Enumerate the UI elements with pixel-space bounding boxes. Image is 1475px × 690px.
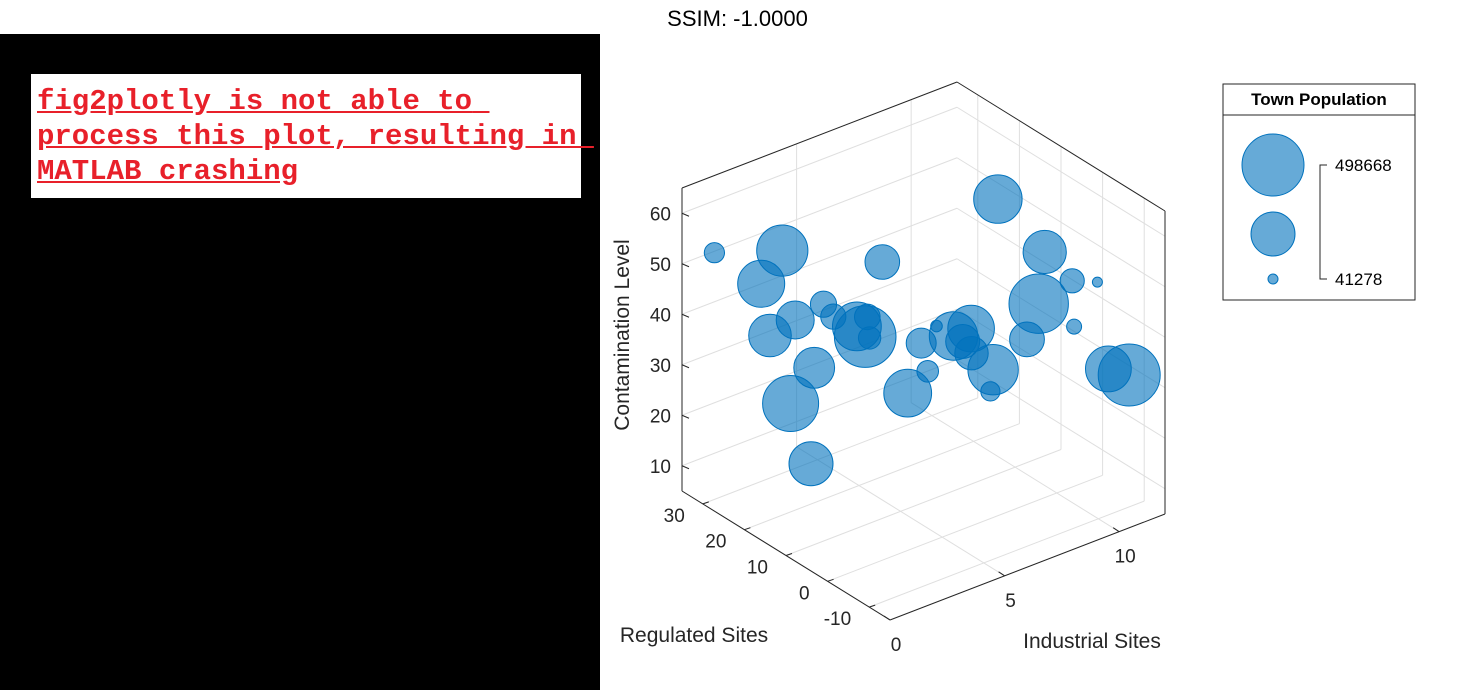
- z-tick-label: 50: [650, 255, 671, 276]
- bubble-point: [1091, 276, 1103, 288]
- grid-line-y: [744, 423, 1020, 531]
- z-tick-mark: [681, 212, 690, 217]
- bubble-point: [864, 244, 901, 280]
- bubble-point: [1022, 229, 1067, 275]
- bubble-point: [905, 327, 937, 359]
- z-axis-label: Contamination Level: [611, 239, 634, 430]
- x-tick-label: 10: [1115, 547, 1136, 568]
- bubble-point: [748, 313, 792, 358]
- x-tick-label: 0: [891, 635, 902, 656]
- y-tick-label: -10: [824, 609, 851, 630]
- y-axis-label: Regulated Sites: [620, 624, 768, 647]
- bubble-point: [703, 242, 726, 264]
- legend-bracket: [1319, 164, 1327, 280]
- y-tick-label: 20: [705, 532, 726, 553]
- bubble-point: [928, 311, 979, 361]
- ssim-title: SSIM: -1.0000: [667, 6, 808, 31]
- bubbles: [703, 174, 1161, 487]
- legend-min-label: 41278: [1335, 270, 1382, 289]
- z-tick-label: 40: [650, 305, 671, 326]
- z-tick-mark: [681, 313, 690, 318]
- bubble-point: [809, 290, 838, 318]
- z-tick-label: 60: [650, 204, 671, 225]
- grid-line-y: [827, 474, 1103, 582]
- bubble-point: [1009, 321, 1045, 358]
- box-edge: [956, 81, 1166, 212]
- legend-max-label: 498668: [1335, 156, 1392, 175]
- legend-bubble-medium: [1250, 211, 1296, 257]
- tick-labels: 0 5 10 -10 0 10 20 30 10 20 30 40 50 60: [650, 204, 1136, 656]
- y-tick-mark: [827, 578, 834, 582]
- y-tick-label: 30: [664, 506, 685, 527]
- z-tick-mark: [681, 263, 690, 268]
- grid-line-y: [785, 449, 1062, 556]
- legend-frame: [1222, 83, 1416, 301]
- box-edge: [681, 81, 958, 189]
- z-tick-mark: [681, 364, 690, 369]
- grid-line-z: [956, 106, 1166, 237]
- y-tick-mark: [744, 527, 751, 531]
- x-tick-label: 5: [1005, 591, 1016, 612]
- y-tick-mark: [702, 501, 709, 505]
- y-tick-label: 10: [747, 558, 768, 579]
- grid-line-z: [681, 207, 958, 315]
- grid-line-y: [702, 397, 978, 505]
- bubble-point: [762, 375, 820, 432]
- grid-line-z: [956, 207, 1166, 338]
- y-tick-mark: [785, 553, 793, 556]
- bubble-point: [930, 319, 943, 333]
- bubble-point: [1059, 268, 1085, 294]
- x-tick-mark: [998, 571, 1005, 577]
- grid-line-z: [681, 157, 958, 265]
- grid-line-z: [681, 106, 958, 214]
- legend-bubble-large: [1241, 133, 1305, 197]
- error-message-box: fig2plotly is not able to process this p…: [31, 74, 581, 198]
- bubble-point: [973, 174, 1023, 224]
- y-tick-label: 0: [799, 583, 810, 604]
- z-tick-label: 30: [650, 356, 671, 377]
- bubble-point: [1066, 318, 1083, 335]
- error-panel: fig2plotly is not able to process this p…: [0, 34, 600, 690]
- bubble-point: [788, 441, 834, 487]
- legend-bubble-small: [1267, 273, 1279, 285]
- axes-box: [681, 81, 1166, 621]
- z-tick-label: 20: [650, 406, 671, 427]
- x-axis-label: Industrial Sites: [1023, 630, 1161, 653]
- bubble-point: [737, 259, 786, 308]
- y-tick-mark: [869, 604, 876, 608]
- z-tick-mark: [681, 465, 690, 470]
- grid-line-y: [869, 500, 1145, 608]
- legend: Town Population 498668 41278: [1222, 83, 1416, 301]
- error-message-text: fig2plotly is not able to process this p…: [37, 85, 594, 188]
- x-tick-mark: [883, 615, 891, 621]
- z-tick-label: 10: [650, 457, 671, 478]
- bubble-point: [1085, 345, 1132, 393]
- bubble-point: [883, 368, 933, 418]
- z-tick-mark: [681, 414, 690, 419]
- x-tick-mark: [1112, 527, 1120, 533]
- legend-title: Town Population: [1251, 90, 1387, 109]
